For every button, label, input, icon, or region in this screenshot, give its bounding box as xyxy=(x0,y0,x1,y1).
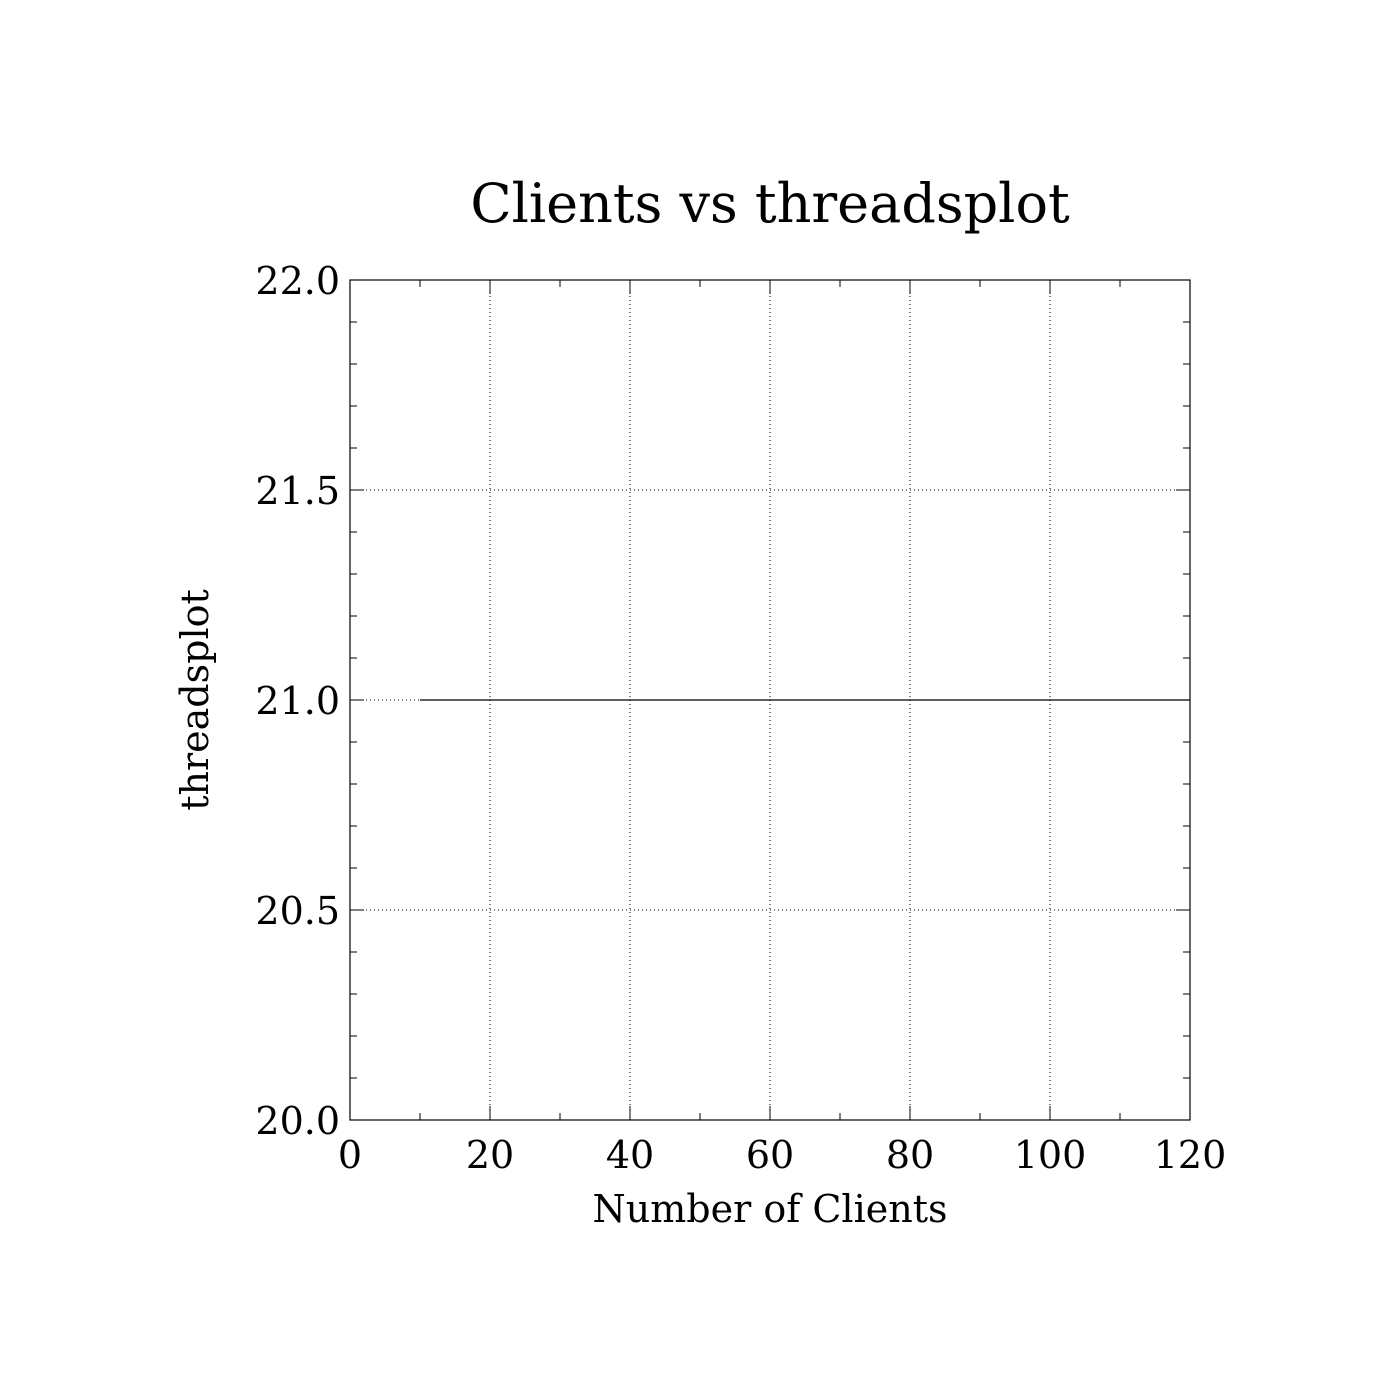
x-tick-label: 20 xyxy=(466,1133,514,1177)
x-tick-label: 120 xyxy=(1154,1133,1227,1177)
chart-title: Clients vs threadsplot xyxy=(470,172,1070,235)
y-tick-label: 20.5 xyxy=(255,889,340,933)
plot-frame xyxy=(349,279,1191,1121)
axis-ticks xyxy=(349,279,1191,1121)
y-tick-label: 22.0 xyxy=(255,259,340,303)
x-tick-label: 80 xyxy=(886,1133,934,1177)
y-axis-title: threadsplot xyxy=(173,589,217,811)
x-tick-label: 100 xyxy=(1014,1133,1087,1177)
y-tick-label: 21.5 xyxy=(255,469,340,513)
x-tick-label: 0 xyxy=(338,1133,362,1177)
x-axis-title: Number of Clients xyxy=(593,1187,948,1231)
y-tick-label: 21.0 xyxy=(255,679,340,723)
y-tick-labels: 20.0 20.5 21.0 21.5 22.0 xyxy=(255,259,340,1143)
y-tick-label: 20.0 xyxy=(255,1099,340,1143)
x-tick-label: 40 xyxy=(606,1133,654,1177)
x-tick-labels: 0 20 40 60 80 100 120 xyxy=(338,1133,1226,1177)
x-tick-label: 60 xyxy=(746,1133,794,1177)
